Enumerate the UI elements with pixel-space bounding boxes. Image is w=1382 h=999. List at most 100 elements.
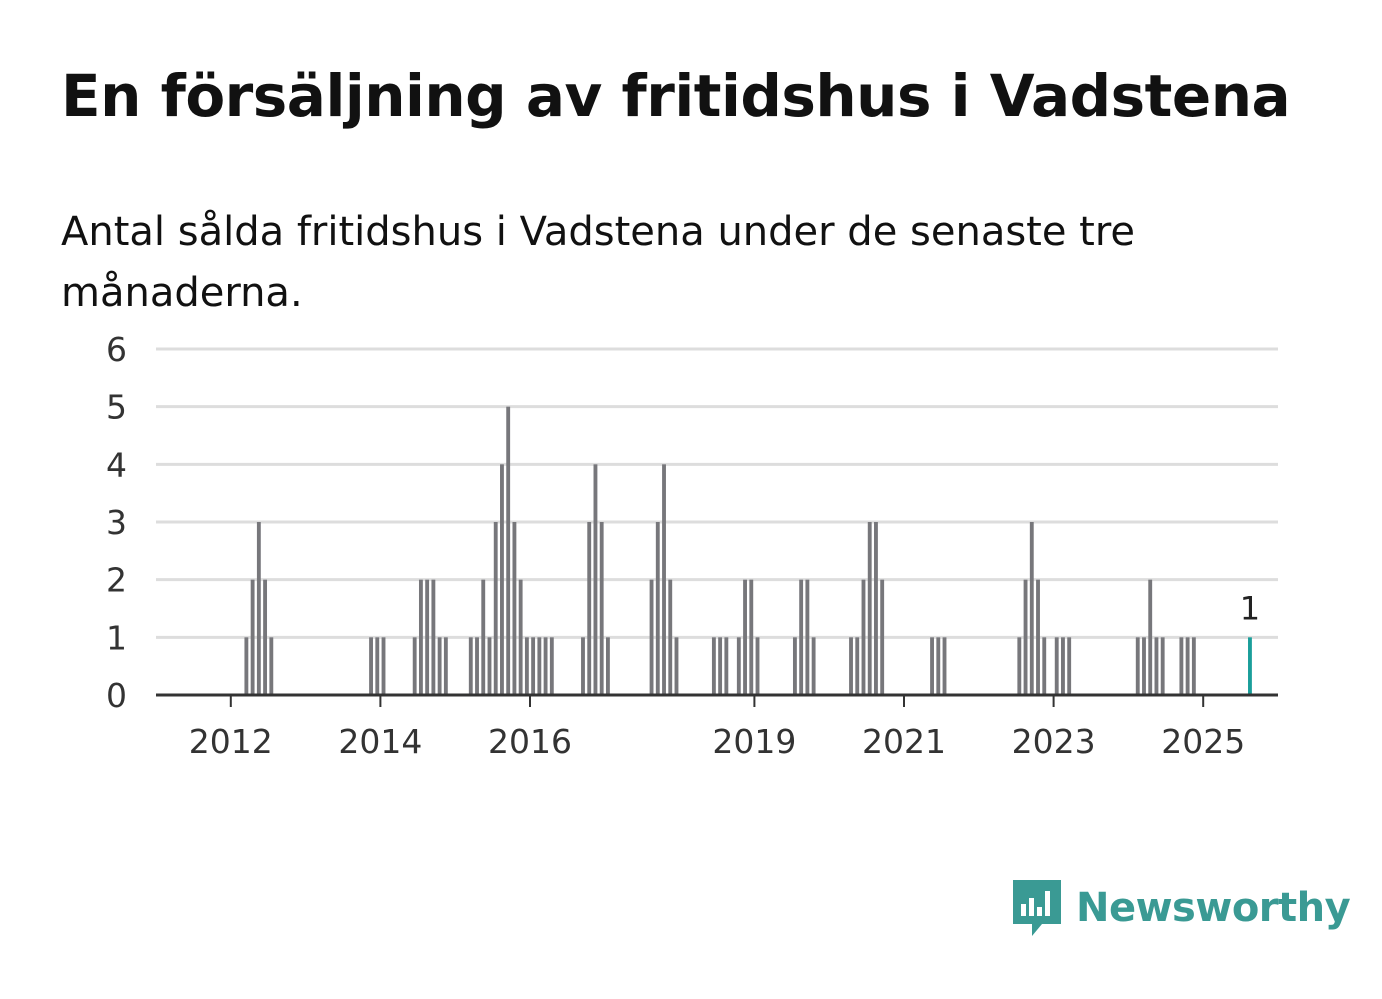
labels: 0 1 2 3 4 5 6 2012 2014 2016 2019 2021 2023 2025 1: [106, 330, 1260, 761]
bar: [755, 637, 760, 695]
bar: [1154, 637, 1159, 695]
x-tick-label: 2025: [1161, 722, 1245, 761]
bar: [1029, 522, 1034, 695]
bar: [1054, 637, 1059, 695]
bar: [1179, 637, 1184, 695]
brand-name: Newsworthy: [1076, 885, 1351, 931]
bar: [475, 637, 479, 695]
bar: [605, 637, 610, 695]
chart-title: En försäljning av fritidshus i Vadstena: [61, 62, 1291, 130]
bar: [256, 522, 261, 695]
bar: [1185, 637, 1190, 695]
bar: [244, 637, 249, 695]
bar: [724, 637, 729, 695]
y-tick-label: 4: [106, 445, 127, 484]
y-tick-label: 3: [106, 503, 127, 542]
bar-chart: 0 1 2 3 4 5 6 2012 2014 2016 2019 2021 2023 2025 1: [106, 330, 1278, 761]
x-tick-label: 2012: [189, 722, 273, 761]
y-tick-label: 2: [106, 561, 127, 600]
bar: [437, 637, 442, 695]
axes: [156, 693, 1278, 707]
bar: [855, 637, 860, 695]
bar: [668, 579, 673, 695]
bar: [805, 579, 810, 695]
x-tick-label: 2019: [712, 722, 796, 761]
bar: [599, 522, 604, 695]
bar: [649, 579, 654, 695]
chart-subtitle: Antal sålda fritidshus i Vadstena under …: [61, 209, 1136, 316]
bar: [593, 464, 598, 695]
bar: [674, 637, 679, 695]
bar: [711, 637, 716, 695]
bar: [412, 637, 417, 695]
bar: [493, 522, 498, 695]
bar: [431, 579, 436, 695]
y-tick-label: 1: [106, 618, 127, 657]
bar: [736, 637, 741, 695]
bar: [1148, 579, 1153, 695]
y-tick-label: 6: [106, 330, 127, 369]
bar: [381, 637, 386, 695]
x-tick-label: 2014: [338, 722, 422, 761]
bar: [369, 637, 373, 695]
bar: [1036, 579, 1040, 695]
bar: [487, 637, 492, 695]
bar: [1248, 637, 1252, 695]
bar: [799, 579, 804, 695]
bar: [269, 637, 274, 695]
bar: [1017, 637, 1022, 695]
x-tick-label: 2016: [488, 722, 572, 761]
y-tick-label: 5: [106, 388, 127, 427]
bar: [936, 637, 941, 695]
bar: [811, 637, 816, 695]
bar: [543, 637, 548, 695]
bar: [662, 464, 666, 695]
bar: [1135, 637, 1140, 695]
bar: [655, 522, 660, 695]
bar: [506, 406, 511, 695]
bar: [500, 464, 504, 695]
bar: [930, 637, 934, 695]
bar: [942, 637, 947, 695]
bar: [1160, 637, 1165, 695]
bar: [418, 579, 423, 695]
newsworthy-logo[interactable]: Newsworthy: [1010, 878, 1351, 938]
bar: [1061, 637, 1065, 695]
bar: [468, 637, 473, 695]
bar: [1023, 579, 1028, 695]
bar: [481, 579, 486, 695]
bar: [425, 579, 430, 695]
bar: [375, 637, 380, 695]
newsworthy-logo-icon: [1013, 880, 1061, 936]
bar: [531, 637, 536, 695]
bar: [792, 637, 797, 695]
bar: [874, 522, 878, 695]
bar: [1142, 637, 1146, 695]
gridlines: [156, 347, 1278, 639]
bar: [867, 522, 872, 695]
bar: [518, 579, 523, 695]
x-tick-label: 2021: [862, 722, 946, 761]
bar: [743, 579, 747, 695]
bar: [718, 637, 723, 695]
bar: [849, 637, 853, 695]
bar: [1067, 637, 1072, 695]
bar: [537, 637, 542, 695]
x-tick-label: 2023: [1012, 722, 1096, 761]
bar: [250, 579, 255, 695]
bar: [749, 579, 754, 695]
bars: [244, 406, 1252, 695]
bar: [1042, 637, 1047, 695]
bar: [587, 522, 592, 695]
bar: [263, 579, 268, 695]
bar: [443, 637, 448, 695]
y-tick-label: 0: [106, 676, 127, 715]
bar: [880, 579, 885, 695]
bar: [581, 637, 585, 695]
bar: [1191, 637, 1196, 695]
data-label: 1: [1240, 589, 1260, 627]
bar: [512, 522, 517, 695]
bar: [524, 637, 529, 695]
bar: [861, 579, 866, 695]
bar: [549, 637, 554, 695]
